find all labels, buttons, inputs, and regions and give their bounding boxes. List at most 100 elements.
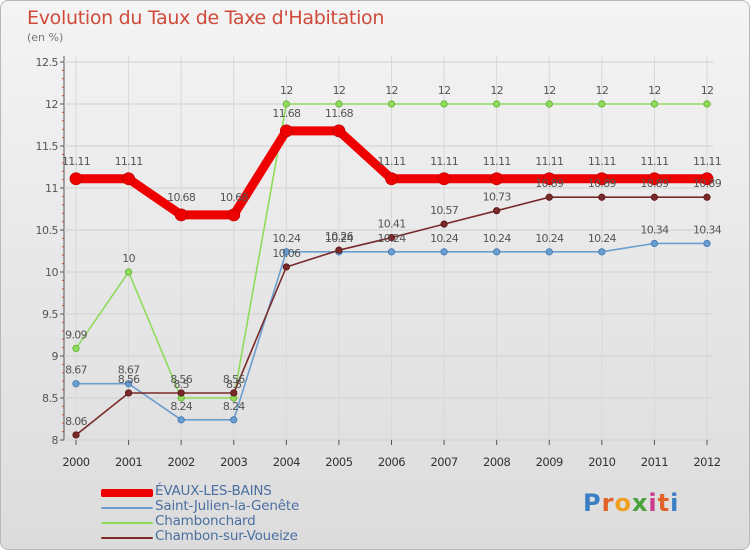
x-tick-label: 2012	[693, 455, 720, 469]
x-tick-label: 2006	[378, 455, 405, 469]
x-tick-label: 2000	[62, 455, 89, 469]
logo-letter: i	[648, 489, 658, 517]
data-label: 11.11	[115, 155, 143, 168]
data-label: 11.11	[535, 155, 563, 168]
chart-title: Evolution du Taux de Taxe d'Habitation	[27, 7, 385, 29]
data-point	[124, 268, 133, 276]
data-label: 12	[701, 84, 714, 97]
data-point	[174, 208, 188, 222]
data-point	[72, 380, 80, 388]
data-label: 10.34	[693, 223, 722, 236]
x-tick-label: 2004	[273, 455, 300, 469]
data-label: 8.24	[223, 400, 245, 413]
x-tick-label: 2008	[483, 455, 510, 469]
y-tick-label: 11.5	[36, 140, 59, 153]
data-point	[700, 172, 714, 186]
y-tick-label: 12	[45, 98, 58, 111]
data-point	[177, 416, 185, 424]
data-label: 8.67	[65, 364, 87, 377]
data-label: 10	[122, 252, 135, 265]
data-point	[545, 248, 553, 256]
data-label: 11.11	[483, 155, 511, 168]
data-label: 10.24	[483, 232, 512, 245]
data-point	[598, 248, 606, 256]
data-point	[282, 263, 290, 271]
data-point	[230, 416, 238, 424]
data-point	[124, 389, 133, 397]
data-point	[282, 248, 290, 256]
data-label: 11.11	[378, 155, 406, 168]
data-label: 11.11	[640, 155, 668, 168]
data-label: 12	[280, 84, 293, 97]
legend-swatch	[101, 489, 153, 497]
data-point	[440, 220, 448, 228]
y-tick-label: 8	[52, 434, 59, 447]
data-point	[335, 246, 343, 254]
data-label: 10.73	[483, 191, 512, 204]
logo-letter: x	[631, 489, 649, 517]
data-label: 10.24	[588, 232, 617, 245]
line-chart: 8 8.5 9 9.5 10 10.5 11 11.5 12 12.5 2000 2001 2002 20…	[36, 56, 722, 469]
legend-label: ÉVAUX-LES-BAINS	[155, 483, 272, 499]
x-tick-label: 2001	[115, 455, 142, 469]
y-tick-label: 8.5	[42, 392, 58, 405]
y-tick-label: 10.5	[36, 224, 59, 237]
data-label: 10.89	[693, 177, 722, 190]
data-label: 10.24	[535, 232, 564, 245]
data-point	[122, 172, 135, 186]
legend-swatch	[101, 507, 153, 509]
x-tick-label: 2003	[220, 455, 247, 469]
chart-subtitle: (en %)	[27, 31, 64, 44]
logo-letter: t	[657, 489, 671, 517]
data-point	[598, 100, 606, 108]
data-label: 11.11	[588, 155, 616, 168]
data-label: 10.24	[430, 232, 459, 245]
data-label: 9.09	[65, 328, 87, 341]
data-label: 10.24	[325, 232, 354, 245]
data-label: 11.68	[325, 107, 354, 120]
data-point	[440, 100, 448, 108]
data-label: 8.56	[223, 373, 245, 386]
data-point	[493, 207, 501, 215]
data-label: 10.89	[640, 177, 669, 190]
data-label: 8.56	[170, 373, 192, 386]
data-point	[648, 172, 661, 186]
data-label: 11.11	[62, 155, 90, 168]
data-label: 11.11	[693, 155, 721, 168]
data-label: 10.89	[535, 177, 564, 190]
data-label: 10.68	[220, 191, 249, 204]
data-label: 10.34	[640, 223, 669, 236]
logo-letter: o	[614, 489, 632, 517]
logo-letter: i	[670, 489, 680, 517]
y-tick-label: 11	[45, 182, 58, 195]
data-point	[493, 248, 501, 256]
data-point	[598, 193, 606, 201]
data-point	[72, 344, 80, 353]
data-label: 8.24	[170, 400, 192, 413]
data-label: 8.5	[226, 378, 242, 391]
data-point	[493, 100, 501, 108]
data-label: 8.67	[118, 364, 140, 377]
data-point	[650, 239, 659, 248]
logo-letter: r	[601, 489, 615, 517]
data-point	[279, 124, 293, 138]
data-point	[542, 172, 556, 186]
data-label: 10.06	[272, 247, 301, 260]
data-label: 11.68	[272, 107, 301, 120]
data-label: 8.06	[65, 415, 87, 428]
data-label: 12	[333, 84, 346, 97]
x-tick-label: 2009	[536, 455, 563, 469]
x-tick-label: 2010	[588, 455, 615, 469]
data-label: 8.56	[118, 373, 140, 386]
data-point	[650, 100, 659, 108]
data-point	[545, 193, 553, 201]
data-point	[69, 172, 83, 186]
data-point	[437, 172, 451, 186]
data-point	[387, 248, 396, 256]
x-tick-label: 2002	[168, 455, 195, 469]
data-point	[703, 193, 711, 201]
data-label: 10.26	[325, 230, 354, 243]
data-point	[387, 100, 396, 108]
data-label: 12	[543, 84, 556, 97]
